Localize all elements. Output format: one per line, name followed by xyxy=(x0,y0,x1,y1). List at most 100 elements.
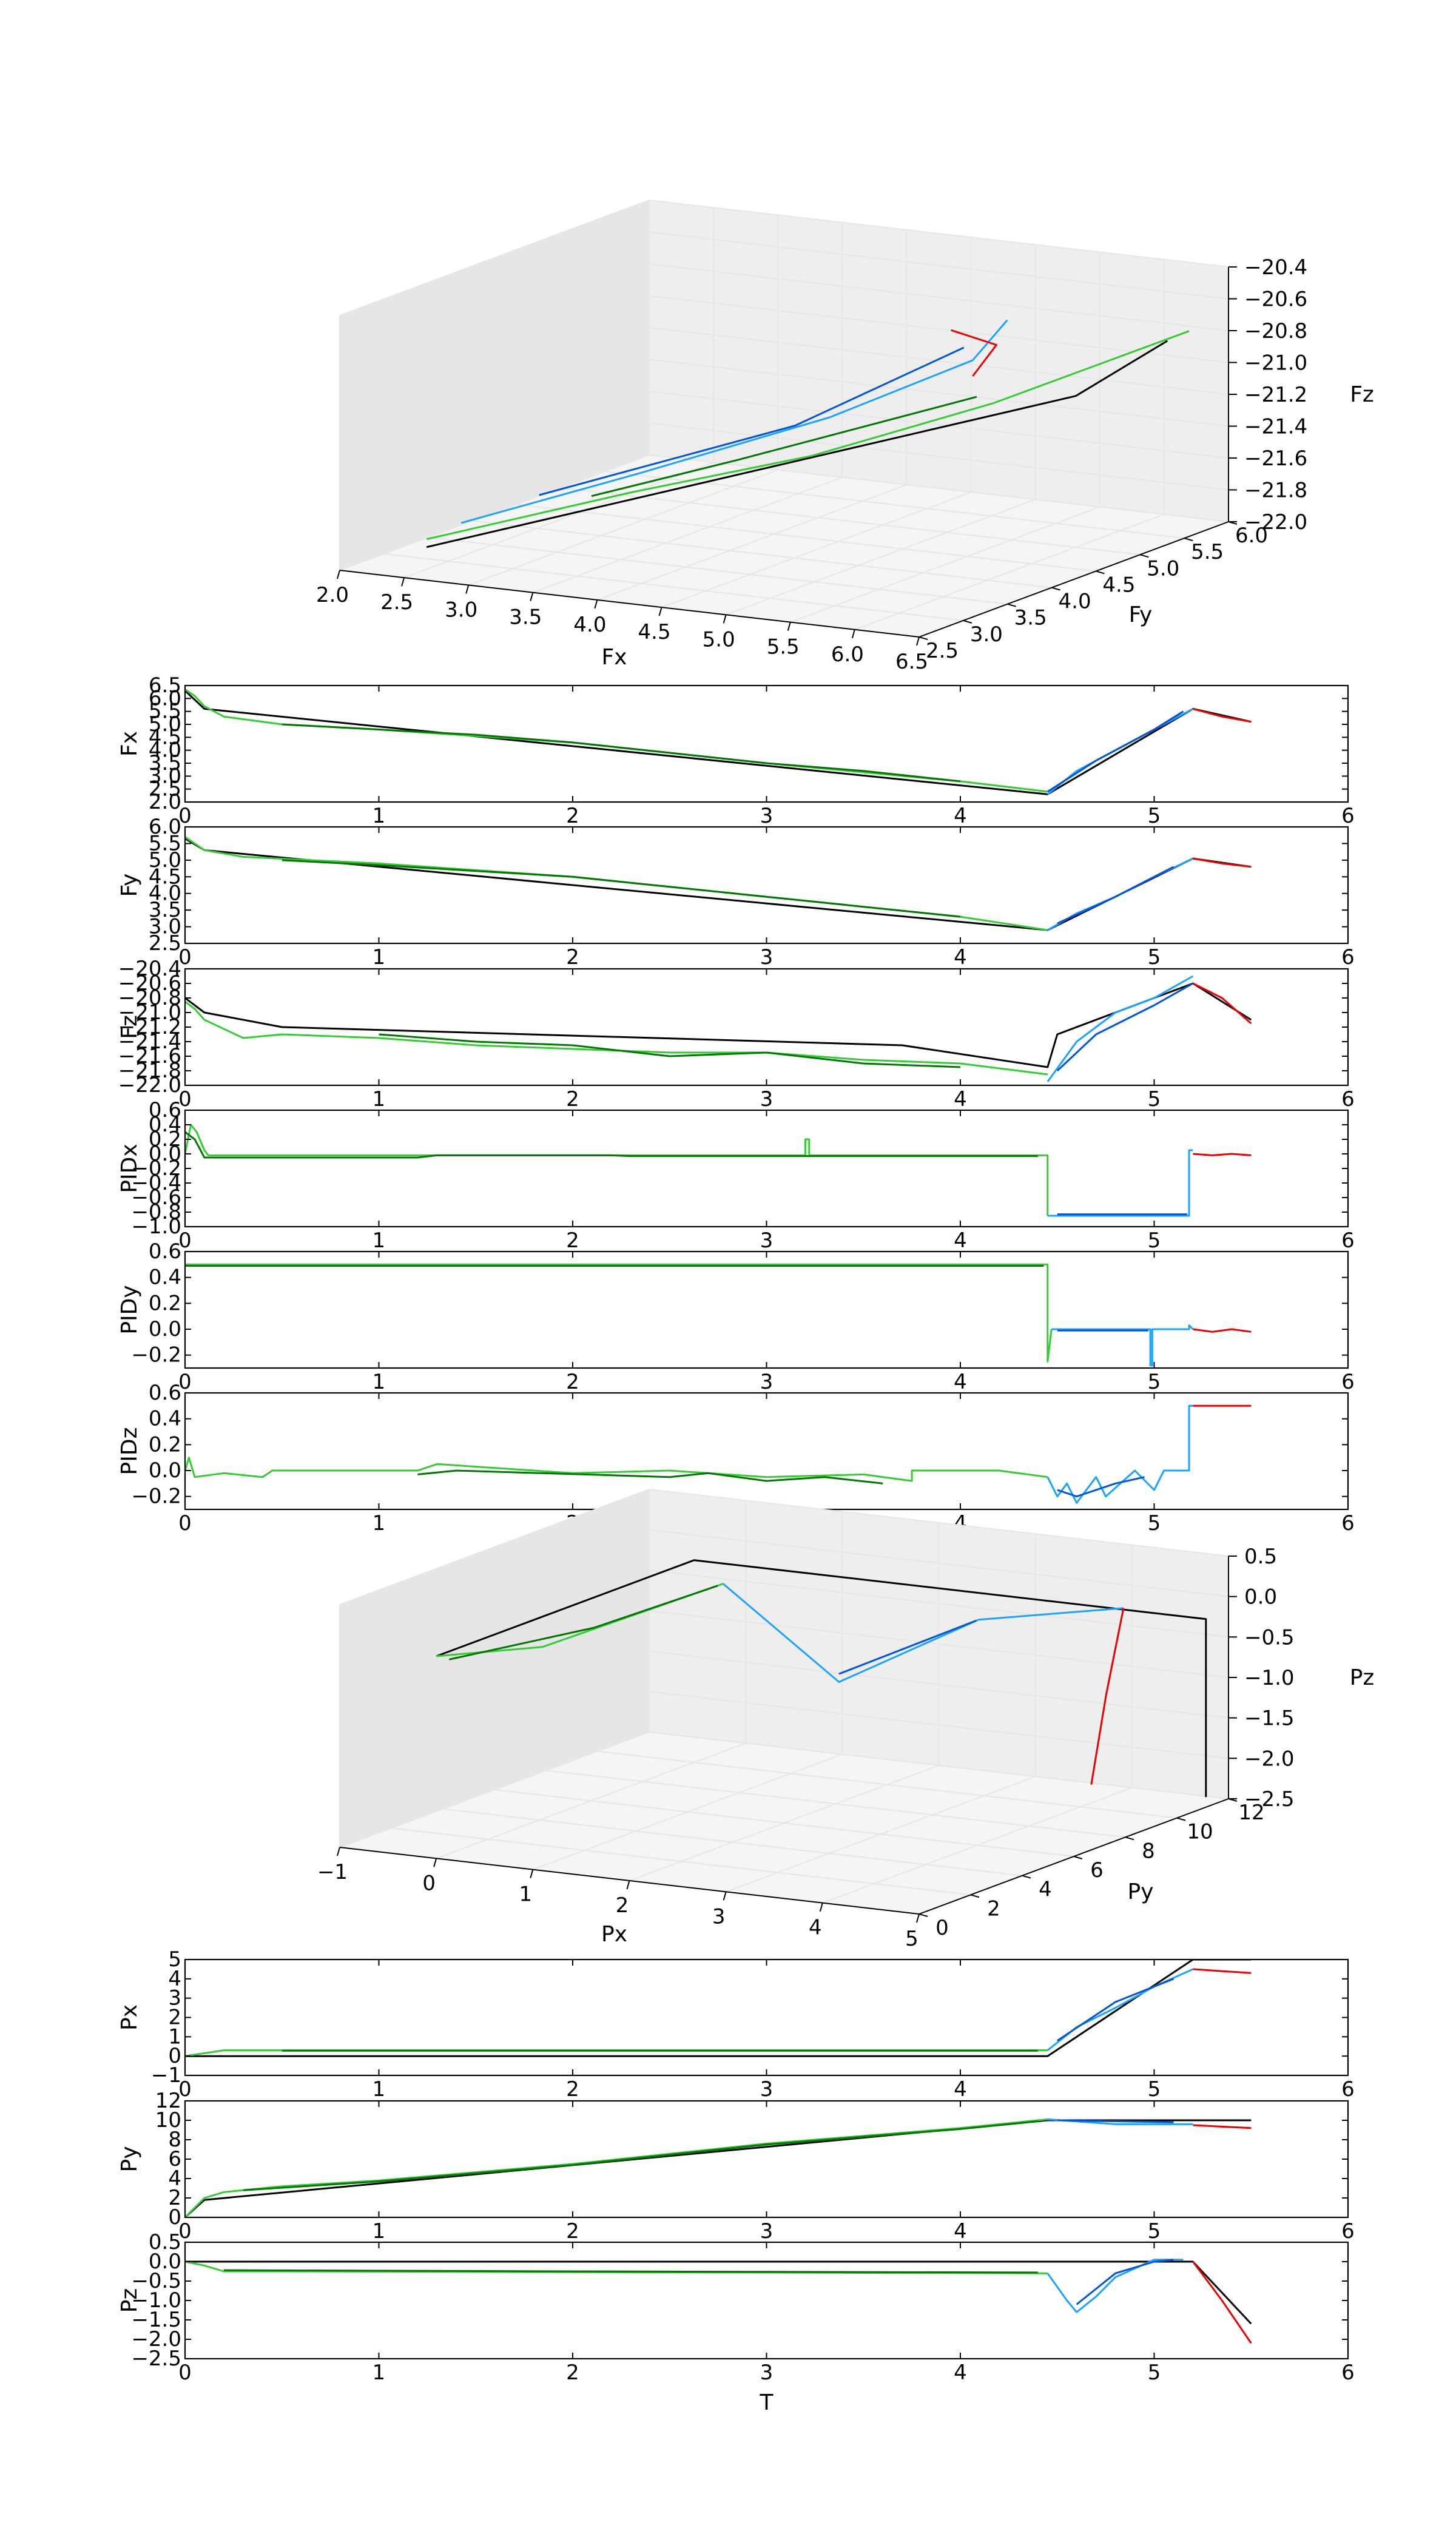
x-tick-label: 2 xyxy=(566,804,579,828)
y-tick-label: 3.5 xyxy=(1014,606,1047,630)
x-tick-label: 2.0 xyxy=(316,583,349,607)
y-tick-label: −21.0 xyxy=(118,1000,181,1025)
subplot-pz: 0 1 2 3 4 5 6 0.50.0−0.5−1.0−1.5−2.0−2.5 Pz T xyxy=(117,2230,1355,2415)
x-tick-label: 6.5 xyxy=(895,650,928,674)
x-tick-label: 6 xyxy=(1341,2077,1355,2101)
x-tick-mark xyxy=(626,1880,630,1890)
y-tick-label: −1 xyxy=(151,2063,181,2088)
y-tick-mark xyxy=(1051,587,1060,591)
subplot-pos3d: −1 0 1 2 3 4 5 0246810120.50.0−0.5−1.0−1.5−2.0−… xyxy=(317,1488,1374,1951)
series-line-blue-light xyxy=(722,1583,1124,1683)
x-tick-label: 3.5 xyxy=(509,605,542,630)
series-line-red xyxy=(1193,857,1252,868)
z-tick-label: 0.0 xyxy=(1244,1585,1277,1609)
y-tick-label: 10 xyxy=(155,2108,181,2132)
x-tick-label: 2 xyxy=(566,2077,579,2101)
series-line-reference xyxy=(185,837,1252,931)
y-tick-label: 0 xyxy=(935,1916,949,1940)
y-tick-label: 0.6 xyxy=(149,1381,181,1405)
grid-line xyxy=(339,1609,1229,1727)
x-tick-label: 5 xyxy=(1148,2077,1161,2101)
y-tick-label: 0.2 xyxy=(149,1291,181,1315)
series-line-green-dark xyxy=(417,1469,883,1485)
axes-frame xyxy=(184,1392,1349,1511)
x-tick-mark xyxy=(787,622,791,631)
y-tick-label: 2.5 xyxy=(926,639,959,663)
x-tick-label: 4 xyxy=(954,1370,967,1394)
y-tick-label: 2 xyxy=(168,2186,181,2210)
x-axis-label: Fx xyxy=(601,645,627,670)
series-line-red xyxy=(1192,982,1252,1025)
series-group xyxy=(185,1404,1252,1504)
y-tick-label: 0.4 xyxy=(149,1113,181,1137)
x-tick-label: 5 xyxy=(905,1927,918,1951)
grid-line xyxy=(339,263,1229,380)
series-line-red xyxy=(1193,1328,1252,1333)
x-tick-mark xyxy=(337,570,340,579)
x-tick-label: 4 xyxy=(954,1228,967,1253)
x-tick-label: 5 xyxy=(1148,2361,1161,2385)
y-tick-label: 2.5 xyxy=(149,777,181,801)
x-tick-label: 2 xyxy=(566,2219,579,2243)
x-tick-label: 5 xyxy=(1148,804,1161,828)
y-tick-label: 5.0 xyxy=(1147,556,1179,581)
subplot-pidy: 0 1 2 3 4 5 6 0.60.40.20.0−0.2 PIDy xyxy=(117,1239,1355,1394)
x-tick-label: 1 xyxy=(372,1087,386,1111)
series-line-red xyxy=(1192,2261,1252,2344)
y-tick-label: 12 xyxy=(1238,1801,1264,1825)
x-tick-label: 0 xyxy=(178,1370,192,1394)
series-group xyxy=(185,1263,1252,1367)
x-axis-label: Px xyxy=(601,1922,627,1947)
series-group xyxy=(185,1124,1252,1217)
y-axis-label: Py xyxy=(1127,1879,1153,1904)
series-line-blue-light xyxy=(1046,1404,1193,1504)
y-tick-label: 4 xyxy=(1039,1878,1052,1902)
series-line-green-light xyxy=(185,1263,1053,1363)
y-tick-label: −0.6 xyxy=(131,1185,181,1210)
y-tick-label: 5.0 xyxy=(149,848,181,872)
x-tick-label: 3.0 xyxy=(445,598,477,622)
series-line-green-dark xyxy=(281,723,961,783)
grid-line xyxy=(339,199,1229,316)
series-line-blue-light xyxy=(1047,1149,1193,1217)
y-tick-label: 0.6 xyxy=(149,1098,181,1122)
x-tick-label: 0 xyxy=(178,1228,192,1253)
y-tick-label: −22.0 xyxy=(118,1073,181,1097)
y-axis-label: Fz xyxy=(117,1015,142,1039)
y-tick-label: −0.8 xyxy=(131,1200,181,1224)
y-tick-label: 5 xyxy=(168,1947,181,1972)
series-line-red xyxy=(1090,1608,1125,1785)
y-tick-label: 10 xyxy=(1187,1820,1213,1844)
grid-line xyxy=(339,390,1229,507)
z-axis-label: Fz xyxy=(1350,382,1374,407)
y-tick-label: 0.4 xyxy=(149,1407,181,1431)
y-tick-label: 0.0 xyxy=(149,2250,181,2274)
x-tick-label: 5 xyxy=(1148,1511,1161,1535)
grid-line xyxy=(339,295,1229,412)
y-tick-label: 8 xyxy=(168,2128,181,2152)
series-line-red xyxy=(951,329,997,377)
y-tick-label: 0 xyxy=(168,2205,181,2230)
grid-line xyxy=(339,454,1229,571)
grid-line xyxy=(339,1731,1229,1848)
series-line-green-light xyxy=(185,2118,1048,2217)
x-tick-label: 4.0 xyxy=(573,613,606,637)
x-tick-label: 2 xyxy=(566,1228,579,1253)
series-line-blue-light xyxy=(460,319,1008,524)
z-tick-label: −1.0 xyxy=(1244,1666,1295,1690)
x-tick-label: 0 xyxy=(178,945,192,969)
y-tick-mark xyxy=(1140,554,1149,558)
series-line-reference xyxy=(185,2260,1252,2325)
x-tick-label: 4 xyxy=(954,945,967,969)
y-tick-label: 4.0 xyxy=(149,881,181,906)
x-tick-label: 0 xyxy=(178,2077,192,2101)
x-tick-mark xyxy=(401,577,405,587)
subplot-pidx: 0 1 2 3 4 5 6 0.60.40.20.0−0.2−0.4−0.6−0.8−1.0 P… xyxy=(117,1098,1355,1253)
axes-frame xyxy=(184,2100,1349,2219)
x-tick-mark xyxy=(465,585,470,594)
x-tick-label: 1 xyxy=(372,804,386,828)
series-line-red xyxy=(1193,1968,1252,1974)
y-tick-label: 2 xyxy=(168,2006,181,2030)
